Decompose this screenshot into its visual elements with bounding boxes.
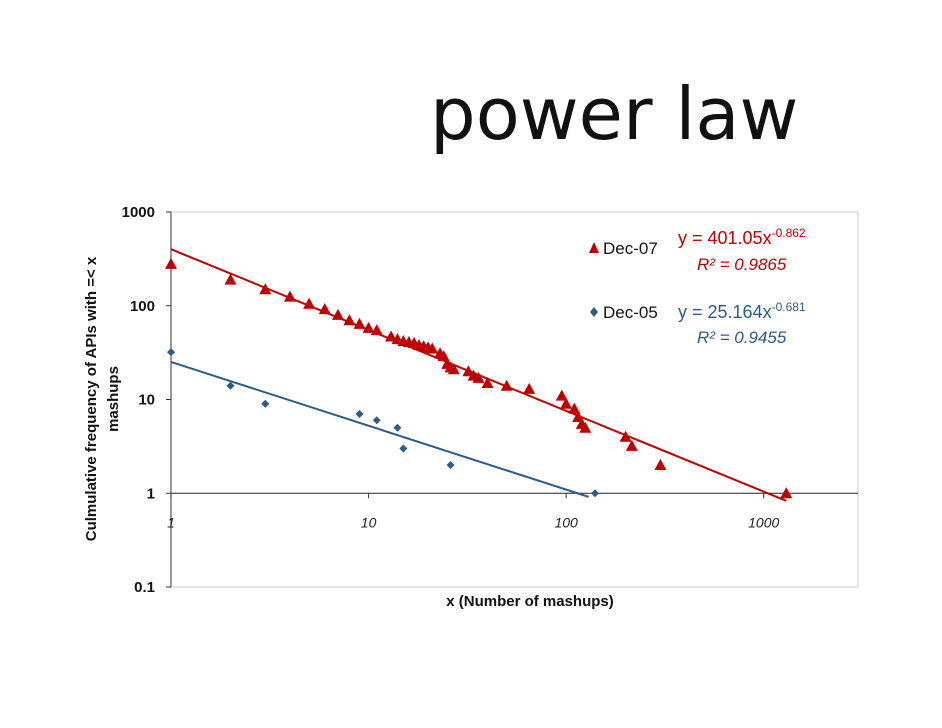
data-point-dec-07 [462,365,475,377]
data-point-dec-07 [472,371,485,383]
x-tick-label: 100 [554,514,578,530]
data-point-dec-07 [579,421,592,433]
data-point-dec-07 [437,350,450,362]
data-point-dec-07 [362,321,375,333]
x-tick-label: 10 [361,514,377,530]
x-tick-label: 1 [167,514,175,530]
data-point-dec-07 [555,389,568,401]
equation-dec-05-exponent: -0.681 [772,300,806,314]
data-point-dec-07 [625,439,638,451]
data-point-dec-07 [224,273,237,285]
equation-dec-05-base: y = 25.164x [678,302,772,322]
data-point-dec-07 [353,317,366,329]
data-point-dec-05 [372,416,381,425]
data-point-dec-07 [385,330,398,342]
data-point-dec-07 [447,363,460,375]
legend-marker-dec-07 [589,242,599,253]
data-point-dec-07 [318,303,331,315]
equation-dec-07-exponent: -0.862 [772,226,806,240]
y-tick-label: 1000 [122,204,155,221]
data-point-dec-07 [654,459,667,471]
equation-dec-07: y = 401.05x-0.862 [678,226,806,248]
y-tick-label: 100 [130,298,155,315]
data-point-dec-05 [261,399,270,408]
data-point-dec-07 [568,402,581,414]
x-tick-label: 1000 [748,514,779,530]
y-tick-label: 0.1 [134,579,155,596]
data-point-dec-05 [167,348,175,357]
legend-label-dec-05: Dec-05 [603,303,658,322]
data-point-dec-07 [370,324,383,336]
y-axis-label-line1: Culmulative frequency of APIs with =< x [83,256,100,541]
data-point-dec-07 [165,257,177,269]
legend-item-dec-05: Dec-05 [590,303,658,322]
data-point-dec-05 [591,489,600,498]
data-point-dec-07 [343,314,356,326]
data-point-dec-07 [331,308,344,320]
y-axis-label-line2: mashups [105,366,122,432]
legend-marker-dec-05 [590,307,598,317]
x-axis-label: x (Number of mashups) [446,593,614,610]
data-point-dec-07 [283,290,296,302]
r2-dec-05: R² = 0.9455 [697,328,787,347]
legend-label-dec-07: Dec-07 [603,239,658,258]
y-tick-label: 10 [138,392,155,409]
data-point-dec-07 [259,283,272,295]
data-point-dec-05 [446,461,455,470]
data-point-dec-07 [523,382,536,394]
data-point-dec-05 [226,381,235,390]
slide-title: power law [430,72,799,156]
trendline-dec-05 [170,360,589,498]
equation-dec-07-base: y = 401.05x [678,228,772,248]
data-point-dec-07 [426,342,439,354]
legend-item-dec-07: Dec-07 [589,239,658,258]
data-point-dec-07 [303,297,316,309]
data-point-dec-07 [619,430,632,442]
data-point-dec-07 [481,376,494,388]
y-tick-label: 1 [147,485,155,502]
data-point-dec-05 [399,444,408,453]
data-point-dec-07 [500,379,513,391]
data-point-dec-05 [355,410,364,419]
r2-dec-07: R² = 0.9865 [697,255,787,274]
data-point-dec-07 [560,397,573,409]
data-point-dec-07 [780,487,793,499]
equation-dec-05: y = 25.164x-0.681 [678,300,806,322]
data-point-dec-05 [393,423,402,432]
